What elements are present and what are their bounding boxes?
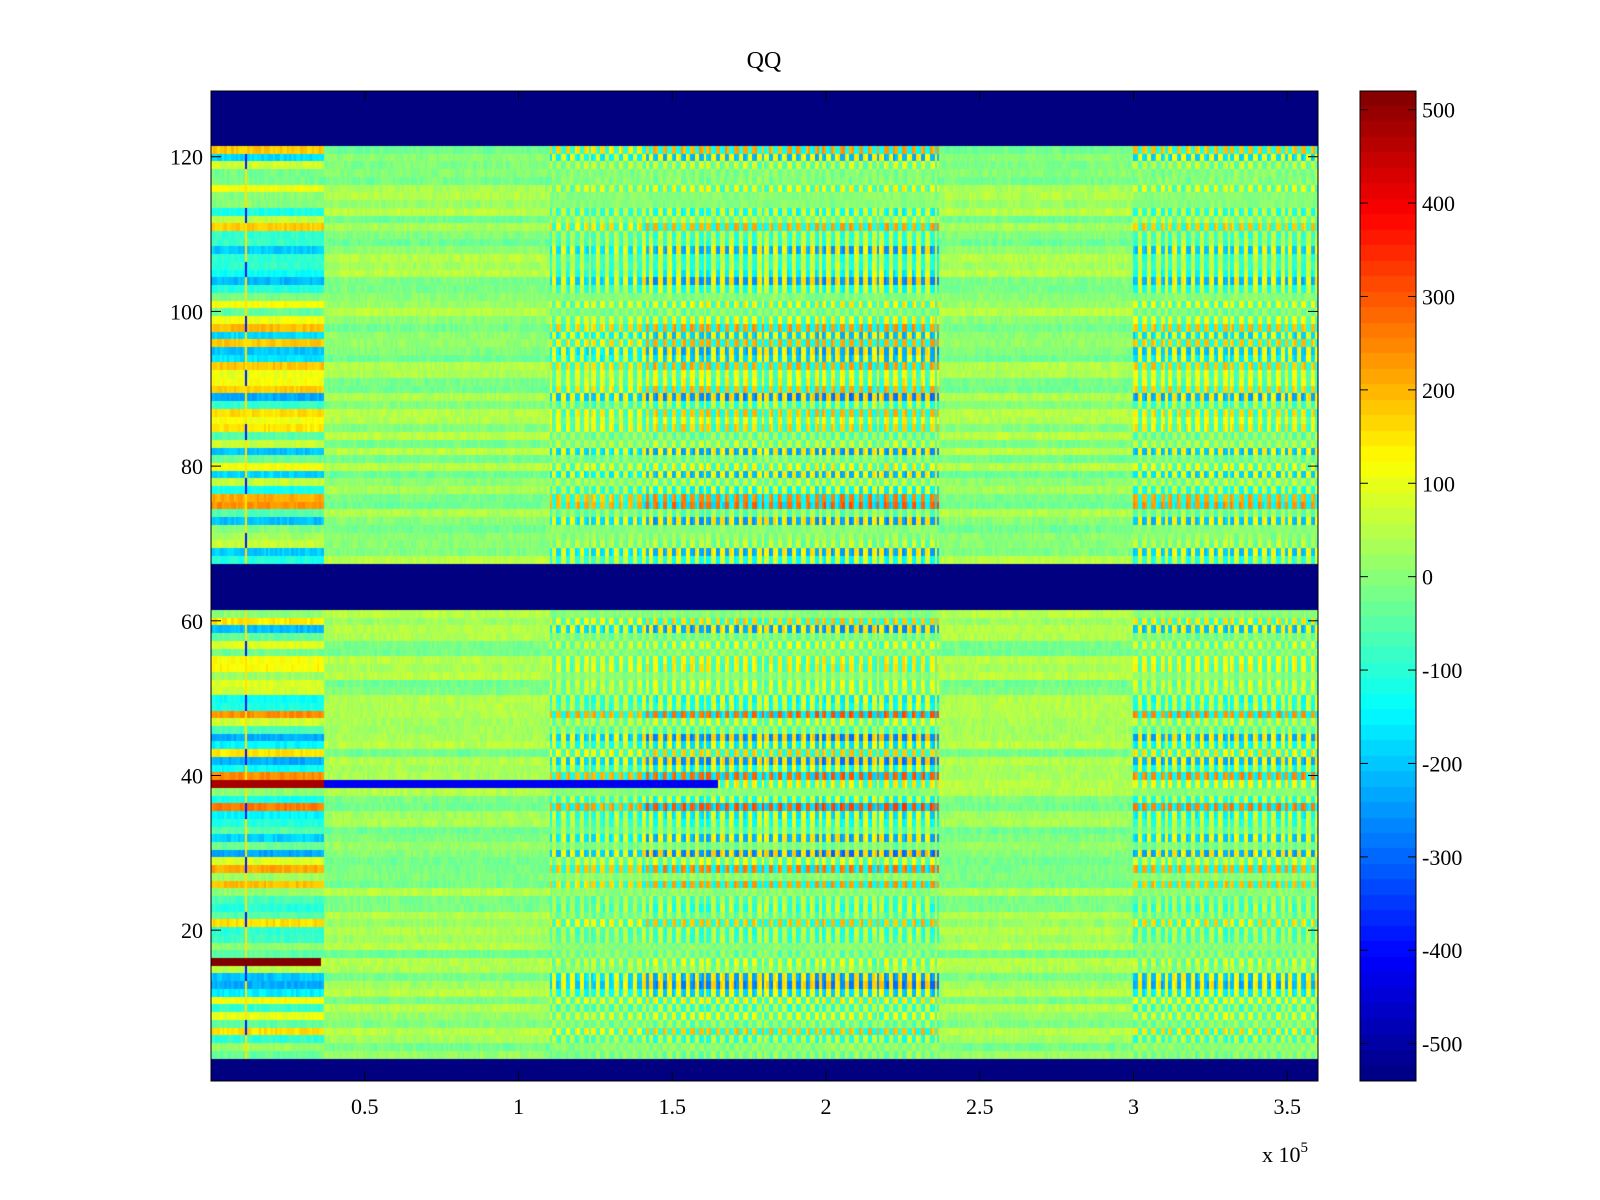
y-axis-ticks: 20 40 60 80 100 120 xyxy=(170,145,1318,943)
x-tick-label: 0.5 xyxy=(351,1094,379,1119)
x-tick-label: 1 xyxy=(513,1094,524,1119)
y-tick-label: 80 xyxy=(181,454,203,479)
colorbar-tick-label: -200 xyxy=(1422,751,1462,776)
colorbar-tick-label: 500 xyxy=(1422,98,1455,123)
colorbar-tick-label: -400 xyxy=(1422,938,1462,963)
colorbar-tick-label: 0 xyxy=(1422,565,1433,590)
colorbar-image xyxy=(1360,91,1416,1081)
x-axis-ticks: 0.5 1 1.5 2 2.5 3 3.5 xyxy=(351,91,1301,1119)
colorbar-ticks: 500 400 300 200 100 0 -100 -200 -300 -400 -500 xyxy=(1360,98,1462,1057)
colorbar-tick-label: 400 xyxy=(1422,191,1455,216)
colorbar-tick-label: -500 xyxy=(1422,1032,1462,1057)
colorbar-tick-label: 100 xyxy=(1422,471,1455,496)
colorbar-tick-label: 200 xyxy=(1422,378,1455,403)
x-tick-label: 3.5 xyxy=(1274,1094,1302,1119)
y-tick-label: 60 xyxy=(181,609,203,634)
x-scale-exponent: 5 xyxy=(1301,1140,1309,1156)
y-tick-label: 100 xyxy=(170,299,203,324)
x-tick-label: 2.5 xyxy=(966,1094,994,1119)
colorbar-tick-label: 300 xyxy=(1422,284,1455,309)
x-tick-label: 3 xyxy=(1128,1094,1139,1119)
heatmap-image xyxy=(211,91,1318,1081)
chart-title: QQ xyxy=(747,48,782,74)
x-tick-label: 2 xyxy=(821,1094,832,1119)
colorbar-frame xyxy=(1359,90,1417,1082)
x-scale-multiplier: x 105 xyxy=(1262,1140,1308,1167)
y-tick-label: 20 xyxy=(181,918,203,943)
x-tick-label: 1.5 xyxy=(659,1094,687,1119)
y-tick-label: 120 xyxy=(170,145,203,170)
y-tick-label: 40 xyxy=(181,763,203,788)
x-scale-base: x 10 xyxy=(1262,1142,1301,1167)
plot-frame xyxy=(210,90,1319,1082)
colorbar-tick-label: -100 xyxy=(1422,658,1462,683)
colorbar-tick-label: -300 xyxy=(1422,845,1462,870)
